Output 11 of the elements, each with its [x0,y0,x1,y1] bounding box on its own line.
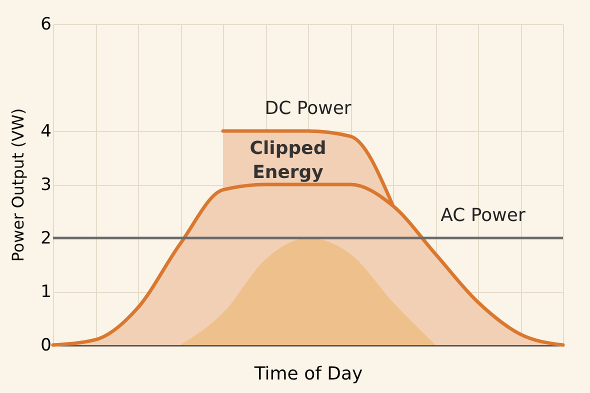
y-tick-label: 1 [40,282,52,302]
ref-line-label: AC Power [440,205,526,226]
y-axis-title: Power Output (VW) [8,108,28,262]
y-tick-label: 0 [40,336,52,356]
y-tick-label: 3 [40,175,52,195]
y-tick-label: 6 [40,14,52,34]
y-tick-label: 2 [40,228,52,248]
annotation: Clipped Energy [250,138,326,183]
y-tick-label: 4 [40,122,52,142]
x-axis-title: Time of Day [253,364,364,384]
series-label: DC Power [264,98,352,119]
